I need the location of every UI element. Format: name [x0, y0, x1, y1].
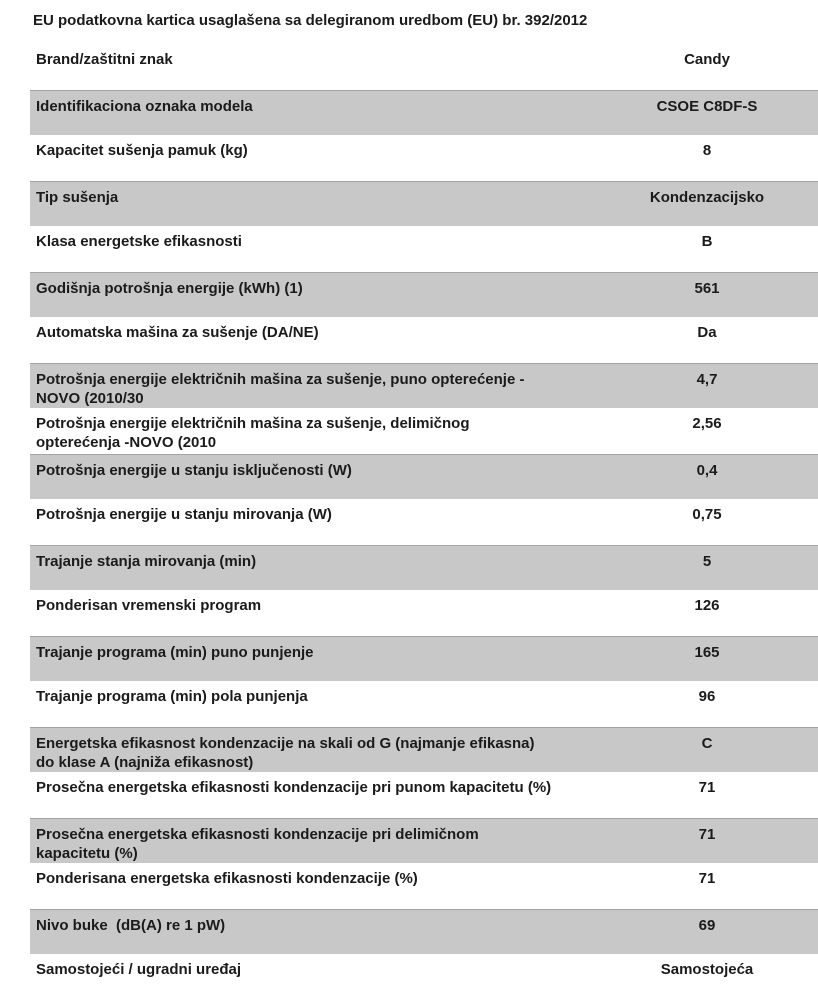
row-label: Nivo buke (dB(A) re 1 pW) [36, 916, 226, 934]
table-row: Energetska efikasnost kondenzacije na sk… [30, 726, 818, 772]
page-title: EU podatkovna kartica usaglašena sa dele… [33, 12, 588, 29]
row-label: Potrošnja energije električnih mašina za… [36, 415, 474, 451]
row-label: Kapacitet sušenja pamuk (kg) [36, 142, 248, 159]
row-value: CSOE C8DF-S [656, 97, 758, 115]
table-row: Nivo buke (dB(A) re 1 pW) 69 [30, 908, 818, 954]
table-row: Trajanje stanja mirovanja (min) 5 [30, 544, 818, 590]
row-label: Godišnja potrošnja energije (kWh) (1) [36, 279, 303, 297]
row-label: Trajanje programa (min) pola punjenja [36, 688, 308, 705]
table-row: Samostojeći / ugradni uređaj Samostojeća [30, 954, 818, 1000]
row-value: 5 [702, 552, 712, 570]
row-label: Trajanje stanja mirovanja (min) [36, 552, 257, 570]
table-row: Potrošnja energije električnih mašina za… [30, 408, 818, 454]
row-label: Trajanje programa (min) puno punjenje [36, 643, 314, 661]
row-label: Potrošnja energije u stanju isključenost… [36, 461, 352, 479]
row-value: C [701, 734, 713, 752]
row-label: Automatska mašina za sušenje (DA/NE) [36, 324, 319, 341]
table-row: Prosečna energetska efikasnosti kondenza… [30, 772, 818, 818]
row-value: 71 [698, 825, 716, 843]
row-label: Energetska efikasnost kondenzacije na sk… [36, 734, 539, 771]
row-value: 0,75 [692, 506, 722, 523]
table-row: Trajanje programa (min) puno punjenje 165 [30, 635, 818, 681]
row-label: Samostojeći / ugradni uređaj [36, 961, 242, 978]
row-label: Ponderisana energetska efikasnosti konde… [36, 870, 418, 887]
row-label: Prosečna energetska efikasnosti kondenza… [36, 825, 483, 862]
row-label: Potrošnja energije u stanju mirovanja (W… [36, 506, 332, 523]
table-row: Klasa energetske efikasnosti B [30, 226, 818, 272]
row-value: Samostojeća [660, 961, 754, 978]
row-value: 71 [698, 870, 716, 887]
row-value: Kondenzacijsko [649, 188, 765, 206]
row-value: 96 [698, 688, 716, 705]
table-row: Ponderisana energetska efikasnosti konde… [30, 863, 818, 909]
table-row: Brand/zaštitni znak Candy [30, 44, 818, 90]
table-row: Automatska mašina za sušenje (DA/NE) Da [30, 317, 818, 363]
row-value: 69 [698, 916, 716, 934]
table-row: Potrošnja energije električnih mašina za… [30, 362, 818, 408]
row-value: 71 [698, 779, 716, 796]
row-label: Klasa energetske efikasnosti [36, 233, 242, 250]
row-value: B [701, 233, 713, 250]
row-value: 126 [694, 597, 720, 614]
table-row: Trajanje programa (min) pola punjenja 96 [30, 681, 818, 727]
row-value: 561 [694, 279, 720, 297]
table-row: Prosečna energetska efikasnosti kondenza… [30, 817, 818, 863]
row-label: Tip sušenja [36, 188, 119, 206]
row-label: Potrošnja energije električnih mašina za… [36, 370, 529, 407]
row-label: Identifikaciona oznaka modela [36, 97, 253, 115]
row-value: 0,4 [696, 461, 718, 479]
row-value: 2,56 [692, 415, 722, 432]
table-row: Potrošnja energije u stanju mirovanja (W… [30, 499, 818, 545]
row-label: Brand/zaštitni znak [36, 51, 173, 68]
row-value: 8 [702, 142, 712, 159]
table-row: Potrošnja energije u stanju isključenost… [30, 453, 818, 499]
row-value: Candy [684, 51, 730, 68]
table-row: Ponderisan vremenski program 126 [30, 590, 818, 636]
row-value: 4,7 [696, 370, 718, 388]
table-row: Tip sušenja Kondenzacijsko [30, 180, 818, 226]
row-value: Da [697, 324, 717, 341]
spec-table: Brand/zaštitni znak Candy Identifikaciona … [0, 44, 818, 1000]
table-row: Godišnja potrošnja energije (kWh) (1) 561 [30, 271, 818, 317]
table-row: Kapacitet sušenja pamuk (kg) 8 [30, 135, 818, 181]
row-label: Prosečna energetska efikasnosti kondenza… [36, 779, 552, 796]
row-label: Ponderisan vremenski program [36, 597, 262, 614]
row-value: 165 [694, 643, 720, 661]
table-row: Identifikaciona oznaka modela CSOE C8DF-S [30, 89, 818, 135]
